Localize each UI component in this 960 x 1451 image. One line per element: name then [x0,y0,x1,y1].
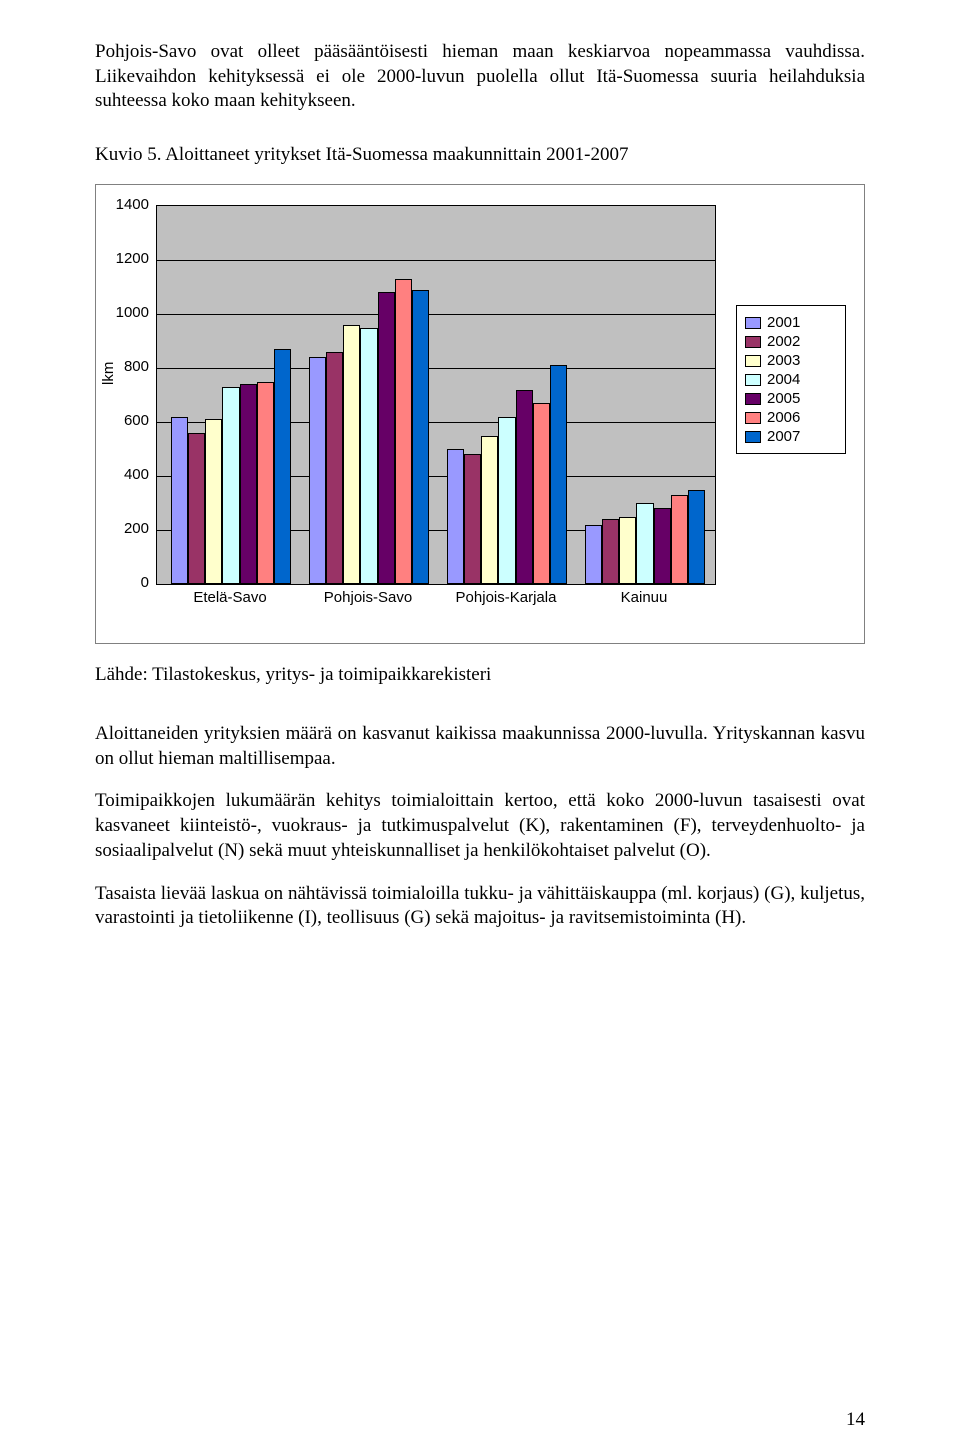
legend-item: 2006 [745,409,837,426]
bar [481,436,498,585]
legend-label: 2006 [767,409,800,426]
legend-swatch [745,336,761,348]
plot-area [156,205,716,585]
page-number: 14 [846,1409,865,1431]
legend-item: 2004 [745,371,837,388]
legend-item: 2005 [745,390,837,407]
y-tick-label: 0 [109,574,149,591]
bar [447,449,464,584]
bar [533,403,550,584]
legend-item: 2002 [745,333,837,350]
y-tick-label: 1200 [109,250,149,267]
legend-item: 2001 [745,314,837,331]
paragraph-2: Toimipaikkojen lukumäärän kehitys toimia… [95,789,865,863]
x-category-label: Pohjois-Karjala [446,589,566,606]
bar [309,357,326,584]
bar [688,490,705,585]
bar [498,417,515,584]
bar [343,325,360,584]
bar [240,384,257,584]
bar [654,508,671,584]
bar [205,419,222,584]
bar [671,495,688,584]
legend-swatch [745,431,761,443]
bar [378,292,395,584]
legend-swatch [745,374,761,386]
y-tick-label: 1400 [109,196,149,213]
legend-label: 2004 [767,371,800,388]
bar [602,519,619,584]
bar [516,390,533,584]
legend-item: 2007 [745,428,837,445]
legend: 2001 2002 2003 2004 2005 2006 2007 [736,305,846,454]
figure-caption: Kuvio 5. Aloittaneet yritykset Itä-Suome… [95,144,865,166]
bar [188,433,205,584]
x-category-label: Pohjois-Savo [308,589,428,606]
bar [619,517,636,585]
gridline [157,314,715,315]
source-line: Lähde: Tilastokeskus, yritys- ja toimipa… [95,664,865,686]
bar [550,365,567,584]
legend-item: 2003 [745,352,837,369]
legend-swatch [745,393,761,405]
paragraph-3: Tasaista lievää laskua on nähtävissä toi… [95,882,865,931]
bar [257,382,274,585]
bar [464,454,481,584]
chart-frame: lkm 2001200220032004200520062007 0200400… [95,184,865,644]
bar [171,417,188,584]
bar [636,503,653,584]
x-category-label: Kainuu [584,589,704,606]
legend-label: 2001 [767,314,800,331]
legend-swatch [745,412,761,424]
bar [326,352,343,584]
bar [274,349,291,584]
bar [222,387,239,584]
y-tick-label: 600 [109,412,149,429]
bar [360,328,377,585]
legend-swatch [745,317,761,329]
legend-label: 2005 [767,390,800,407]
legend-label: 2007 [767,428,800,445]
y-tick-label: 400 [109,466,149,483]
legend-label: 2002 [767,333,800,350]
y-tick-label: 200 [109,520,149,537]
y-tick-label: 800 [109,358,149,375]
paragraph-1: Aloittaneiden yrityksien määrä on kasvan… [95,722,865,771]
bar [412,290,429,584]
legend-label: 2003 [767,352,800,369]
page: Pohjois-Savo ovat olleet pääsääntöisesti… [0,0,960,1451]
x-category-label: Etelä-Savo [170,589,290,606]
intro-paragraph: Pohjois-Savo ovat olleet pääsääntöisesti… [95,40,865,114]
gridline [157,260,715,261]
y-tick-label: 1000 [109,304,149,321]
gridline [157,368,715,369]
bar [395,279,412,584]
bar [585,525,602,584]
legend-swatch [745,355,761,367]
